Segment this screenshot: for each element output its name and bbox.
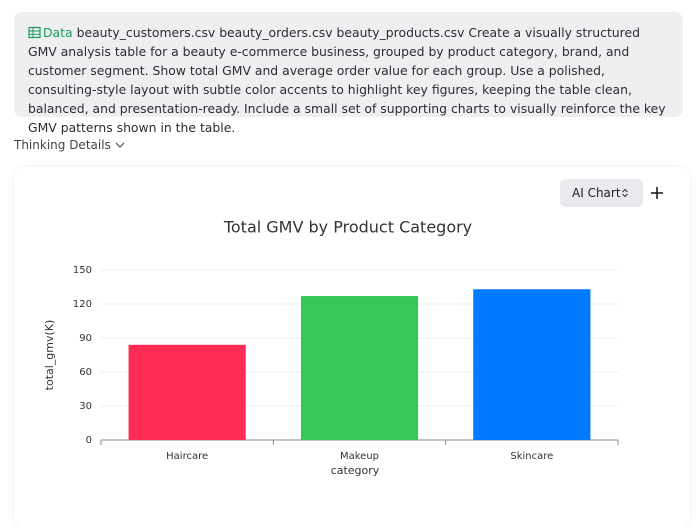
x-axis-label: category	[331, 464, 380, 477]
y-axis-label: total_gmv(K)	[43, 320, 56, 391]
thinking-label: Thinking Details	[14, 138, 111, 152]
bar	[128, 344, 246, 440]
x-tick-label: Haircare	[166, 451, 208, 462]
y-tick-label: 120	[73, 299, 92, 310]
y-tick-label: 150	[73, 265, 92, 276]
y-tick-label: 0	[86, 435, 92, 446]
chart-selector-label: AI Chart	[572, 186, 621, 200]
bar	[473, 289, 591, 440]
table-icon	[28, 26, 41, 39]
chart: Total GMV by Product Category category t…	[43, 187, 663, 477]
chart-card: Total GMV by Product Category category t…	[14, 167, 690, 527]
updown-icon	[622, 188, 628, 198]
prompt-bubble: Data beauty_customers.csv beauty_orders.c…	[14, 12, 683, 135]
bar	[300, 296, 419, 440]
y-tick-label: 30	[79, 401, 92, 412]
chart-selector[interactable]: AI Chart	[560, 179, 643, 207]
x-tick-label: Makeup	[340, 451, 379, 462]
thinking-toggle[interactable]: Thinking Details	[14, 138, 125, 152]
plus-button[interactable]	[651, 187, 663, 199]
prompt-text: beauty_customers.csv beauty_orders.csv b…	[28, 25, 666, 135]
chevron	[115, 142, 125, 148]
page: Data beauty_customers.csv beauty_orders.c…	[14, 12, 683, 477]
y-tick-label: 60	[79, 367, 92, 378]
y-tick-label: 90	[79, 333, 92, 344]
chart-title: Total GMV by Product Category	[223, 218, 472, 237]
x-tick-label: Skincare	[510, 451, 553, 462]
data-tag[interactable]: Data	[43, 25, 73, 40]
